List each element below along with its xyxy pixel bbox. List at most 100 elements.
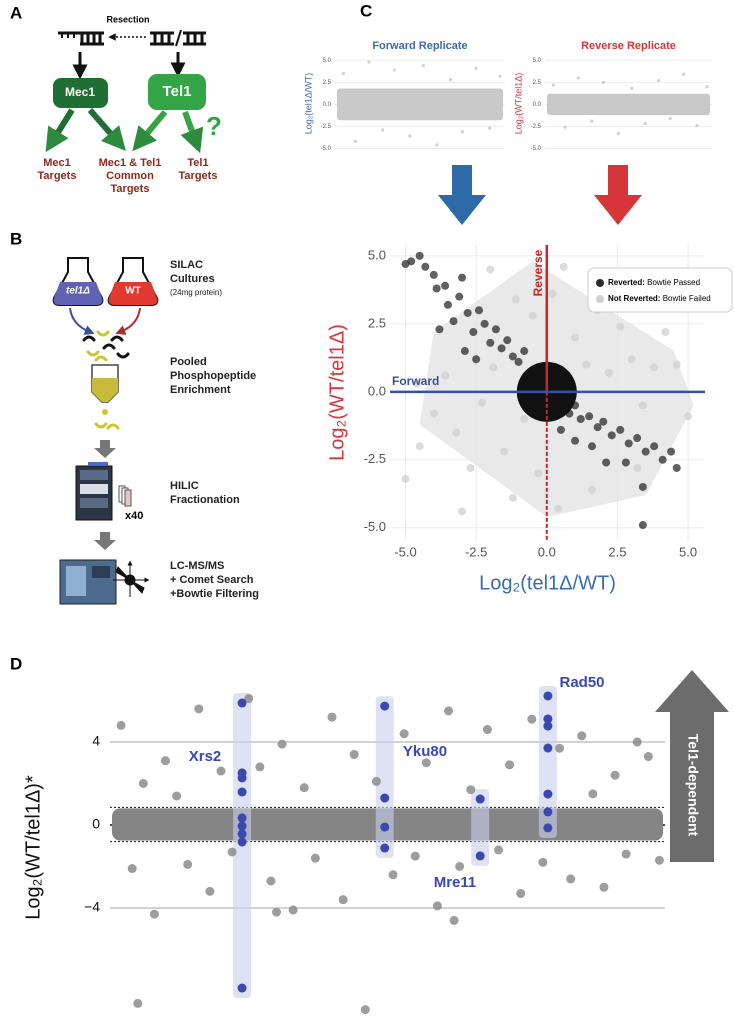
legend: Reverted: Bowtie Passed Not Reverted: Bow… xyxy=(587,267,733,313)
point xyxy=(460,347,469,356)
point xyxy=(682,72,686,76)
highlight-band xyxy=(538,685,557,838)
hplc-instrument xyxy=(75,462,132,521)
point xyxy=(587,485,596,494)
point xyxy=(194,704,204,714)
point xyxy=(650,442,659,451)
point xyxy=(360,1005,370,1015)
y-tick-label: 2.5 xyxy=(533,80,542,86)
point xyxy=(607,431,616,440)
x-tick-label: 5.0 xyxy=(679,544,697,559)
point xyxy=(543,721,553,731)
point xyxy=(486,265,495,274)
point xyxy=(469,328,478,337)
y-tick-label: 5.0 xyxy=(323,58,332,64)
point xyxy=(388,870,398,880)
x-tick-label: 2.5 xyxy=(608,544,626,559)
big-arrow xyxy=(438,165,486,225)
point xyxy=(503,336,512,345)
point xyxy=(138,778,148,788)
forward-label: Forward xyxy=(392,374,439,388)
point xyxy=(477,398,486,407)
point xyxy=(514,357,523,366)
point xyxy=(520,347,529,356)
point xyxy=(449,78,453,82)
question-mark: ? xyxy=(206,111,222,141)
point xyxy=(421,63,425,68)
panel-label: B xyxy=(10,229,22,248)
column-resin xyxy=(92,378,118,402)
point xyxy=(604,368,613,377)
point xyxy=(237,821,247,831)
point xyxy=(172,791,182,801)
point xyxy=(380,843,390,853)
point xyxy=(237,787,247,797)
flask-culture xyxy=(108,282,158,305)
point xyxy=(415,251,424,260)
point xyxy=(621,458,630,467)
point xyxy=(643,122,647,126)
legend-name: Not Reverted: xyxy=(608,294,660,303)
point xyxy=(466,463,475,472)
point xyxy=(133,998,143,1008)
panel-b: B tel1Δ WT x40 xyxy=(10,229,259,605)
point xyxy=(638,482,647,491)
kinase-arrows xyxy=(45,108,204,154)
point xyxy=(429,409,438,418)
point xyxy=(380,793,390,803)
y-tick-label: -5.0 xyxy=(321,146,332,152)
point xyxy=(449,915,459,925)
point xyxy=(455,861,465,871)
point xyxy=(511,295,520,304)
point xyxy=(435,325,444,334)
point xyxy=(601,80,606,84)
point xyxy=(650,363,659,372)
point xyxy=(432,284,441,293)
point xyxy=(656,78,661,83)
point xyxy=(475,851,485,861)
point xyxy=(543,714,553,724)
point xyxy=(497,344,506,353)
point xyxy=(500,447,509,456)
point xyxy=(401,474,410,483)
point xyxy=(421,262,430,271)
point xyxy=(475,794,485,804)
point xyxy=(627,355,636,364)
target-label: Mec1 xyxy=(43,157,71,169)
flask-culture xyxy=(53,282,103,305)
y-tick-label: 5.0 xyxy=(533,58,542,64)
point xyxy=(543,691,553,701)
target-label: Targets xyxy=(179,170,218,182)
x-tick-label: -5.0 xyxy=(394,544,416,559)
point xyxy=(616,131,621,136)
legend-entry: Not Reverted: Bowtie Failed xyxy=(608,294,711,303)
point xyxy=(412,379,421,388)
step-label: + Comet Search xyxy=(170,574,254,586)
resection-label: Resection xyxy=(106,14,149,24)
point xyxy=(705,85,709,89)
dense-core xyxy=(337,88,503,121)
point xyxy=(505,760,515,770)
point xyxy=(277,739,287,749)
y-tick-label: -2.5 xyxy=(321,124,332,130)
y-tick-label: -5.0 xyxy=(364,519,386,534)
point xyxy=(367,60,371,64)
legend-marker xyxy=(596,279,604,287)
peptides xyxy=(94,422,120,430)
point xyxy=(587,442,596,451)
point xyxy=(576,415,585,424)
point xyxy=(672,360,681,369)
point xyxy=(410,851,420,861)
point xyxy=(610,770,620,780)
y-tick-label: -2.5 xyxy=(531,124,542,130)
point xyxy=(161,756,170,766)
protein-label: Mre11 xyxy=(434,874,477,891)
x-axis-label: Log₂(tel1Δ/WT) xyxy=(479,572,616,594)
arrow xyxy=(94,532,116,550)
legend-marker xyxy=(596,295,604,303)
mec1-box xyxy=(53,78,108,108)
panel-label: D xyxy=(10,654,22,673)
y-tick-label: 0.0 xyxy=(368,383,386,398)
point xyxy=(183,859,193,869)
x-tick-label: 0.0 xyxy=(538,544,556,559)
